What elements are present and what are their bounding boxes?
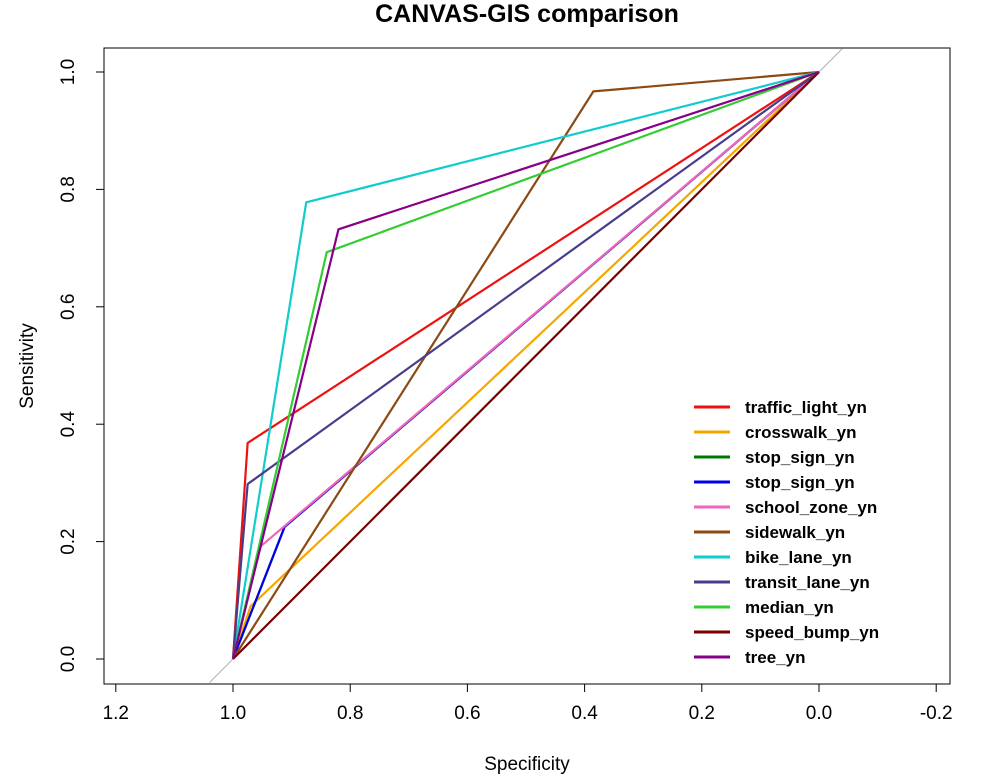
y-tick-label: 0.6 — [58, 294, 79, 320]
y-tick-label: 0.0 — [58, 646, 79, 672]
series-line-speed_bump_yn — [232, 71, 820, 660]
series-line-transit_lane_yn — [231, 71, 820, 660]
legend-label: crosswalk_yn — [745, 423, 857, 442]
x-tick-label: -0.2 — [920, 703, 953, 724]
y-tick-label: 0.8 — [58, 176, 79, 202]
x-tick-label: 1.0 — [220, 703, 246, 724]
legend-label: sidewalk_yn — [745, 523, 845, 542]
x-tick-label: 0.0 — [806, 703, 832, 724]
y-tick-label: 0.2 — [58, 528, 79, 554]
x-axis-label: Specificity — [484, 754, 570, 775]
y-tick-label: 0.4 — [58, 411, 79, 438]
y-axis: 0.0 0.2 0.4 0.6 0.8 1.0 — [58, 59, 104, 672]
legend-label: speed_bump_yn — [745, 623, 879, 642]
legend-label: bike_lane_yn — [745, 548, 852, 567]
x-tick-label: 0.8 — [337, 703, 363, 724]
legend-label: stop_sign_yn — [745, 448, 855, 467]
series-line-sidewalk_yn — [232, 70, 820, 660]
legend: traffic_light_yn crosswalk_yn stop_sign_yn… — [694, 398, 879, 667]
legend-label: stop_sign_yn — [745, 473, 855, 492]
series-line-traffic_light_yn — [231, 71, 820, 660]
x-tick-label: 1.2 — [103, 703, 129, 724]
chart-title: CANVAS-GIS comparison — [375, 0, 679, 28]
legend-label: transit_lane_yn — [745, 573, 870, 592]
x-tick-label: 0.2 — [689, 703, 715, 724]
x-axis: 1.2 1.0 0.8 0.6 0.4 0.2 0.0 -0.2 — [103, 684, 953, 724]
series-layer — [209, 48, 843, 683]
legend-label: traffic_light_yn — [745, 398, 867, 417]
legend-label: tree_yn — [745, 648, 805, 667]
y-tick-label: 1.0 — [58, 59, 79, 85]
legend-label: median_yn — [745, 598, 834, 617]
plot-frame — [103, 47, 951, 685]
x-tick-label: 0.4 — [571, 703, 598, 724]
series-line-bike_lane_yn — [231, 70, 820, 660]
x-tick-label: 0.6 — [454, 703, 480, 724]
series-line-tree_yn — [231, 70, 820, 660]
series-line-median_yn — [231, 70, 820, 660]
y-axis-label: Sensitivity — [17, 323, 38, 409]
legend-label: school_zone_yn — [745, 498, 877, 517]
